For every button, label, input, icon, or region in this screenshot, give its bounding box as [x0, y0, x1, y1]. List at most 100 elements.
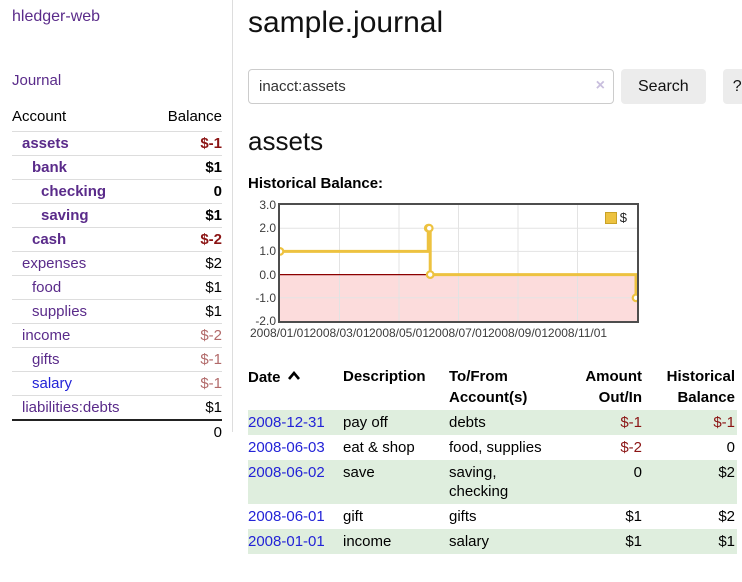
account-link-saving[interactable]: saving — [41, 207, 89, 224]
y-axis-tick-label: 1.0 — [259, 244, 276, 259]
register-header-row: Date Description To/From Account(s) Amoun… — [248, 364, 737, 410]
account-link-liabilities-debts[interactable]: liabilities:debts — [22, 399, 120, 416]
account-link-bank[interactable]: bank — [32, 159, 68, 176]
register-row: 2008-12-31 pay off debts $-1 $-1 — [248, 410, 737, 435]
register-header-accounts: To/From Account(s) — [449, 368, 528, 406]
legend-label: $ — [619, 210, 627, 225]
nav-journal-link[interactable]: Journal — [12, 72, 62, 89]
account-link-food[interactable]: food — [32, 279, 62, 296]
search-row: × Search ? — [248, 69, 742, 104]
accounts-table: Account Balance assets $-1 bank $1 checking 0… — [12, 104, 222, 444]
accounts-header-balance: Balance — [167, 108, 222, 125]
account-balance: $-1 — [151, 347, 222, 372]
x-axis-tick-label: 2008/11/01 — [547, 326, 608, 340]
account-link-expenses[interactable]: expenses — [22, 255, 87, 272]
transaction-date-link[interactable]: 2008-06-03 — [248, 439, 325, 456]
search-input[interactable] — [248, 69, 614, 104]
y-axis-tick-label: 2.0 — [259, 221, 276, 236]
clear-search-icon[interactable]: × — [595, 77, 605, 94]
register-row: 2008-06-03 eat & shop food, supplies $-2 0 — [248, 435, 737, 460]
register-header-description: Description — [343, 368, 426, 385]
transaction-amount: 0 — [569, 460, 644, 504]
account-row: gifts $-1 — [12, 347, 222, 372]
y-axis-tick-label: 3.0 — [259, 198, 276, 212]
account-row: income $-2 — [12, 323, 222, 348]
help-button[interactable]: ? — [722, 69, 742, 104]
account-balance: $1 — [151, 395, 222, 420]
register-header-amount: Amount Out/In — [585, 368, 642, 406]
account-link-gifts[interactable]: gifts — [32, 351, 60, 368]
account-link-cash[interactable]: cash — [32, 231, 67, 248]
account-balance: $-2 — [151, 323, 222, 348]
account-balance: $1 — [151, 155, 222, 180]
transaction-balance: 0 — [726, 439, 735, 456]
chart-canvas — [280, 205, 637, 321]
chart-plot-area: $ — [278, 203, 639, 323]
account-balance: $1 — [151, 275, 222, 300]
y-axis-tick-label: -1.0 — [255, 290, 276, 305]
transaction-accounts: saving, checking — [449, 460, 569, 504]
transaction-accounts: gifts — [449, 508, 477, 525]
sidebar: hledger-web Journal Account Balance asse… — [0, 0, 233, 444]
page-title: sample.journal — [248, 6, 444, 39]
transaction-accounts: food, supplies — [449, 439, 542, 456]
chart-label: Historical Balance: — [248, 175, 384, 192]
transaction-balance: $-1 — [644, 410, 737, 435]
account-row: salary $-1 — [12, 371, 222, 396]
x-axis-tick-label: 2008/09/01 — [487, 326, 549, 340]
account-balance: $-2 — [151, 227, 222, 252]
transaction-amount: $-1 — [569, 410, 644, 435]
transaction-accounts: salary — [449, 529, 569, 554]
account-row: supplies $1 — [12, 299, 222, 324]
main-panel: sample.journal × Search ? assets Histori… — [233, 0, 742, 554]
transaction-description: gift — [343, 508, 364, 525]
transaction-date-link[interactable]: 2008-06-02 — [248, 464, 325, 481]
account-row: assets $-1 — [12, 131, 222, 156]
account-row: checking 0 — [12, 179, 222, 204]
x-axis-tick-label: 2008/07/01 — [428, 326, 489, 340]
accounts-total-row: 0 — [12, 419, 222, 444]
account-row: cash $-2 — [12, 227, 222, 252]
register-table: Date Description To/From Account(s) Amoun… — [248, 364, 737, 554]
x-axis-tick-label: 2008/01/01 — [249, 326, 311, 340]
account-row: liabilities:debts $1 — [12, 395, 222, 420]
search-box: × — [248, 69, 614, 104]
account-balance: 0 — [151, 179, 222, 204]
transaction-description: eat & shop — [343, 439, 415, 456]
transaction-description: pay off — [343, 410, 449, 435]
account-link-income[interactable]: income — [22, 327, 71, 344]
account-balance: $1 — [151, 299, 222, 324]
account-row: food $1 — [12, 275, 222, 300]
account-row: saving $1 — [12, 203, 222, 228]
transaction-balance: $1 — [644, 529, 737, 554]
transaction-date-link[interactable]: 2008-12-31 — [248, 414, 325, 431]
account-balance: $2 — [151, 251, 222, 276]
account-heading: assets — [248, 126, 324, 156]
transaction-description: save — [343, 460, 449, 504]
register-header-date[interactable]: Date — [248, 364, 343, 410]
accounts-header-account: Account — [12, 108, 67, 125]
accounts-total-balance: 0 — [151, 419, 222, 444]
account-link-supplies[interactable]: supplies — [32, 303, 88, 320]
transaction-date-link[interactable]: 2008-01-01 — [248, 533, 325, 550]
account-link-checking[interactable]: checking — [41, 183, 107, 200]
transaction-description: income — [343, 529, 449, 554]
account-row: expenses $2 — [12, 251, 222, 276]
account-link-assets[interactable]: assets — [22, 135, 69, 152]
search-button[interactable]: Search — [621, 69, 706, 104]
transaction-date-link[interactable]: 2008-06-01 — [248, 508, 325, 525]
account-balance: $-1 — [151, 371, 222, 396]
register-row: 2008-06-01 gift gifts $1 $2 — [248, 504, 737, 529]
sidebar-divider — [232, 0, 233, 432]
register-header-balance: Historical Balance — [666, 368, 735, 406]
account-balance: $-1 — [151, 131, 222, 156]
transaction-amount: $1 — [625, 508, 642, 525]
y-axis-tick-label: 0.0 — [259, 267, 276, 282]
y-axis-tick-label: -2.0 — [255, 314, 276, 328]
accounts-header-row: Account Balance — [12, 104, 222, 132]
transaction-amount: $1 — [569, 529, 644, 554]
account-balance: $1 — [151, 203, 222, 228]
app-brand-link[interactable]: hledger-web — [12, 8, 101, 25]
account-link-salary[interactable]: salary — [32, 375, 73, 392]
